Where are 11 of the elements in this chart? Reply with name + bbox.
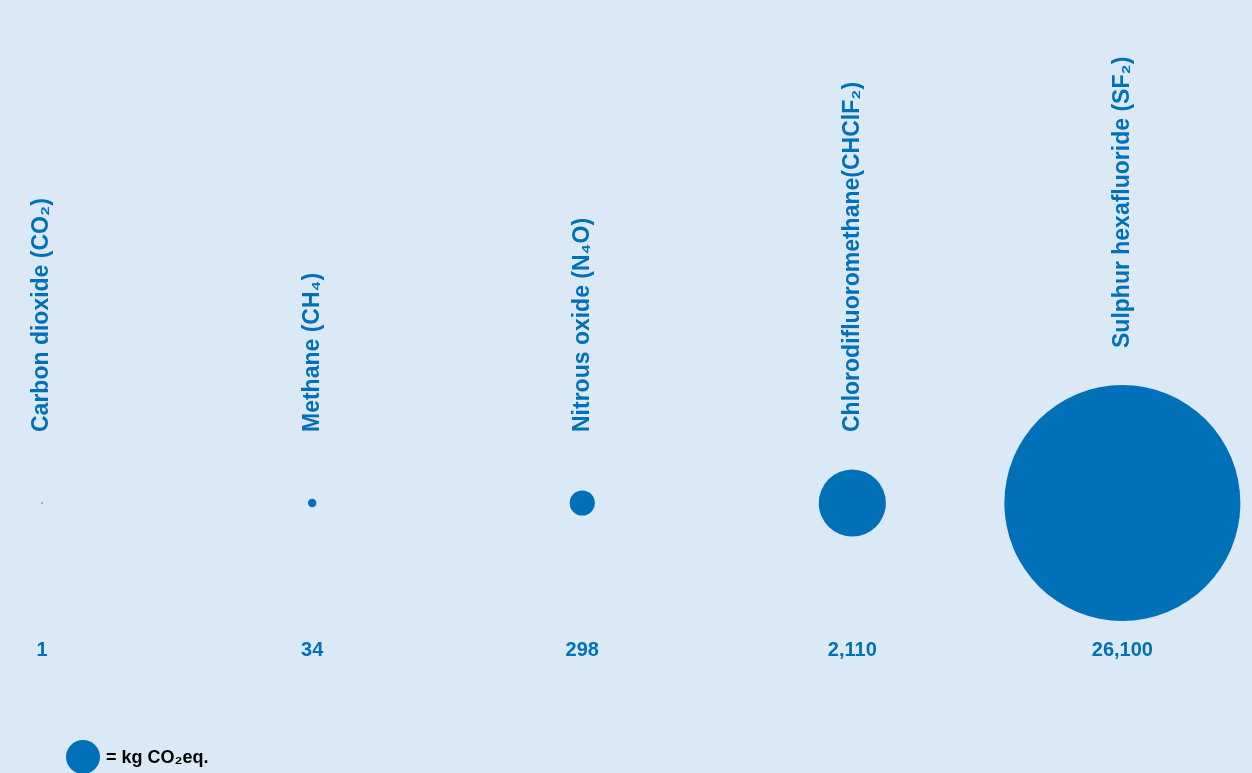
data-label: 2,110 — [827, 637, 877, 660]
category-label: Methane (CH₄) — [297, 272, 324, 432]
category-label: Sulphur hexafluoride (SF₂) — [1107, 56, 1134, 348]
text: = kg CO₂eq. — [106, 746, 209, 768]
data-label: 298 — [565, 637, 599, 660]
category-label: Nitrous oxide (N₄O) — [567, 217, 594, 432]
data-label: 1 — [36, 637, 48, 660]
data-label: 26,100 — [1091, 637, 1153, 660]
category-label: Carbon dioxide (CO₂) — [27, 198, 54, 432]
category-label: Chlorodifluoromethane(CHClF₂) — [837, 81, 864, 432]
data-label: 34 — [301, 637, 325, 660]
